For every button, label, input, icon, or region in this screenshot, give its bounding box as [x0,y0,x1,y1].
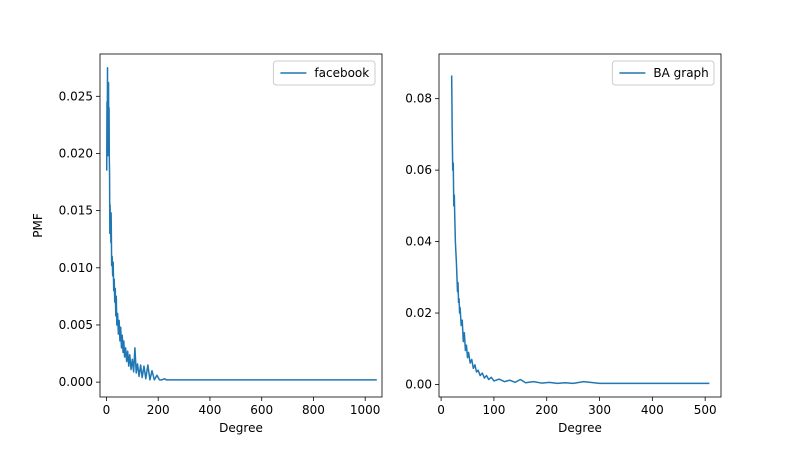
x-tick-label: 400 [199,403,222,417]
x-tick-label: 500 [694,403,717,417]
x-tick-label: 600 [250,403,273,417]
y-tick-label: 0.010 [59,261,93,275]
y-tick-label: 0.06 [405,163,432,177]
x-tick-label: 800 [302,403,325,417]
legend-entry-label: facebook [314,66,369,80]
legend-box [272,60,376,86]
y-tick-label: 0.005 [59,318,93,332]
x-tick-label: 300 [588,403,611,417]
plot-area [100,54,382,397]
x-tick-label: 400 [641,403,664,417]
y-tick-label: 0.000 [59,375,93,389]
x-tick-label: 0 [437,403,445,417]
x-tick-label: 100 [482,403,505,417]
x-tick-label: 200 [535,403,558,417]
x-axis-label: Degree [219,421,263,435]
y-tick-label: 0.08 [405,92,432,106]
legend-box [611,60,715,86]
y-tick-label: 0.00 [405,377,432,391]
plot-area [439,54,721,397]
x-tick-label: 1000 [350,403,381,417]
series-line-facebook [105,66,377,381]
y-tick-label: 0.02 [405,306,432,320]
axes-frame [438,53,722,398]
y-tick-label: 0.025 [59,89,93,103]
x-tick-label: 0 [103,403,111,417]
axes-frame [99,53,383,398]
x-tick-label: 200 [147,403,170,417]
y-tick-label: 0.020 [59,146,93,160]
series-line-ba-graph [450,75,710,385]
x-axis-label: Degree [558,421,602,435]
ba-graph-pmf-chart: 0 100 200 300 400 500 0.00 0.02 0.04 0.06 0.08 Degr… [405,53,722,435]
facebook-pmf-chart: 0 200 400 600 800 1000 0.000 0.005 0.010 0.015 0.0… [31,53,383,435]
y-tick-label: 0.015 [59,204,93,218]
y-axis-label: PMF [31,213,45,238]
y-tick-label: 0.04 [405,235,432,249]
legend-entry-label: BA graph [653,66,708,80]
